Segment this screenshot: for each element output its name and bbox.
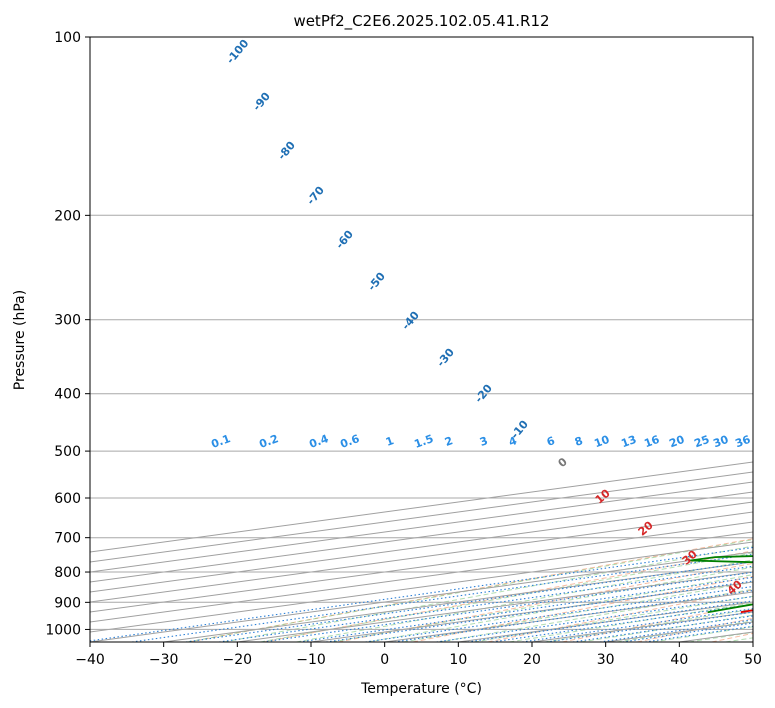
isotherm-line — [90, 471, 753, 563]
mixing-ratio-label: 13 — [619, 433, 638, 450]
x-axis: −40 −30 −20 −10 0 10 20 30 40 50 — [75, 642, 762, 668]
y-tick-label: 700 — [54, 531, 81, 547]
plot-area — [90, 37, 753, 642]
mixing-ratio-line — [90, 546, 753, 642]
x-tick-label: 0 — [380, 652, 389, 668]
mixing-ratio-label: 0.6 — [338, 432, 361, 451]
x-axis-label: Temperature (°C) — [360, 681, 482, 697]
moist-adiabat-line — [332, 566, 753, 642]
mixing-ratio-label: 1 — [384, 434, 396, 449]
mixing-ratio-label: 25 — [692, 433, 711, 450]
mixing-ratio-line — [326, 580, 753, 642]
y-axis-label: Pressure (hPa) — [12, 290, 28, 390]
mixing-ratio-label: 3 — [478, 434, 490, 449]
x-tick-label: 30 — [597, 652, 615, 668]
y-tick-label: 800 — [54, 565, 81, 581]
x-tick-label: 20 — [523, 652, 541, 668]
chart-title: wetPf2_C2E6.2025.102.05.41.R12 — [293, 12, 549, 31]
isotherm-line — [90, 521, 753, 613]
moist-adiabat-line — [403, 581, 753, 642]
y-tick-label: 600 — [54, 491, 81, 507]
mixing-ratio-line — [394, 589, 753, 642]
mixing-ratio-line — [299, 576, 753, 642]
background-lines — [90, 37, 753, 642]
plot-frame — [89, 36, 754, 643]
mixing-ratio-label: 6 — [545, 434, 557, 449]
isotherm-line — [90, 511, 753, 603]
mixing-ratio-label: 1.5 — [412, 432, 435, 451]
y-tick-label: 1000 — [45, 622, 81, 638]
y-tick-label: 200 — [54, 208, 81, 224]
mixing-ratio-label: 10 — [592, 433, 611, 451]
x-tick-label: 10 — [449, 652, 467, 668]
mixing-ratio-label: 2 — [443, 434, 455, 449]
isotherm-line — [90, 481, 753, 573]
x-tick-label: −30 — [149, 652, 179, 668]
mixing-ratio-label: 0.4 — [307, 432, 330, 451]
moist-adiabat-line — [260, 552, 753, 642]
mixing-ratio-label: 30 — [711, 433, 730, 451]
isotherm-line — [90, 491, 753, 583]
x-tick-label: −10 — [296, 652, 326, 668]
mixing-ratio-label: 16 — [642, 433, 661, 451]
y-tick-label: 100 — [54, 30, 81, 46]
mixing-ratio-label: 8 — [573, 434, 585, 449]
x-tick-label: −40 — [75, 652, 105, 668]
x-tick-label: 40 — [670, 652, 688, 668]
mixing-ratio-line — [365, 585, 753, 642]
moist-adiabat-line — [187, 539, 753, 642]
mixing-ratio-label: 36 — [733, 433, 752, 451]
x-tick-label: −20 — [223, 652, 253, 668]
moist-adiabat-line — [223, 545, 753, 642]
mixing-ratio-label: 0.2 — [257, 432, 280, 451]
isotherm-line — [90, 531, 753, 623]
y-tick-label: 500 — [54, 444, 81, 460]
y-tick-label: 300 — [54, 313, 81, 329]
mixing-ratio-label: 0.1 — [209, 432, 232, 451]
y-tick-label: 400 — [54, 387, 81, 403]
x-tick-label: 50 — [744, 652, 762, 668]
mixing-ratio-label: 20 — [667, 433, 686, 451]
y-axis: 100 200 300 400 500 600 700 800 900 1000 — [45, 30, 90, 638]
isotherm-line — [90, 501, 753, 593]
mixing-ratio-label: 4 — [507, 434, 519, 449]
y-tick-label: 900 — [54, 595, 81, 611]
isotherm-line — [90, 461, 753, 553]
